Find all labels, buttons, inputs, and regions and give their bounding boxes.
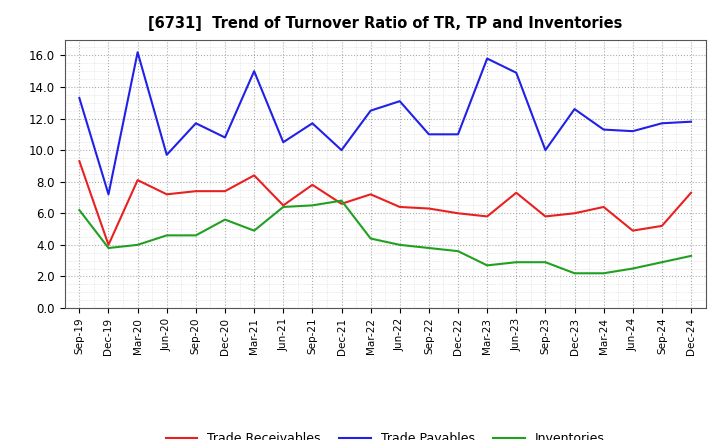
Inventories [133, 242, 142, 247]
Trade Receivables [395, 204, 404, 209]
Trade Payables [454, 132, 462, 137]
Inventories [629, 266, 637, 271]
Trade Payables [512, 70, 521, 75]
Inventories [512, 260, 521, 265]
Trade Receivables [250, 173, 258, 178]
Trade Receivables [75, 158, 84, 164]
Trade Payables [250, 69, 258, 74]
Trade Payables [687, 119, 696, 125]
Trade Receivables [629, 228, 637, 233]
Trade Receivables [425, 206, 433, 211]
Trade Receivables [512, 190, 521, 195]
Trade Receivables [308, 182, 317, 187]
Inventories [657, 260, 666, 265]
Trade Payables [192, 121, 200, 126]
Inventories [570, 271, 579, 276]
Trade Payables [657, 121, 666, 126]
Line: Trade Receivables: Trade Receivables [79, 161, 691, 245]
Inventories [395, 242, 404, 247]
Inventories [599, 271, 608, 276]
Inventories [279, 204, 287, 209]
Trade Payables [599, 127, 608, 132]
Inventories [687, 253, 696, 259]
Inventories [541, 260, 550, 265]
Inventories [454, 249, 462, 254]
Trade Receivables [163, 192, 171, 197]
Inventories [308, 203, 317, 208]
Trade Receivables [366, 192, 375, 197]
Trade Payables [163, 152, 171, 158]
Trade Payables [308, 121, 317, 126]
Trade Payables [570, 106, 579, 112]
Inventories [104, 246, 113, 251]
Trade Payables [75, 95, 84, 101]
Trade Payables [629, 128, 637, 134]
Trade Receivables [104, 242, 113, 247]
Trade Payables [541, 147, 550, 153]
Trade Receivables [541, 214, 550, 219]
Legend: Trade Receivables, Trade Payables, Inventories: Trade Receivables, Trade Payables, Inven… [161, 427, 610, 440]
Trade Payables [133, 50, 142, 55]
Trade Payables [395, 99, 404, 104]
Trade Receivables [657, 223, 666, 228]
Trade Receivables [279, 203, 287, 208]
Trade Receivables [483, 214, 492, 219]
Trade Payables [337, 147, 346, 153]
Trade Receivables [687, 190, 696, 195]
Line: Trade Payables: Trade Payables [79, 52, 691, 194]
Trade Receivables [337, 201, 346, 206]
Trade Receivables [570, 211, 579, 216]
Trade Receivables [192, 188, 200, 194]
Inventories [483, 263, 492, 268]
Trade Payables [279, 139, 287, 145]
Inventories [366, 236, 375, 241]
Trade Payables [425, 132, 433, 137]
Inventories [425, 246, 433, 251]
Trade Receivables [133, 177, 142, 183]
Trade Receivables [220, 188, 229, 194]
Inventories [75, 208, 84, 213]
Inventories [250, 228, 258, 233]
Trade Payables [366, 108, 375, 113]
Trade Payables [483, 56, 492, 61]
Trade Receivables [599, 204, 608, 209]
Inventories [192, 233, 200, 238]
Trade Payables [104, 192, 113, 197]
Inventories [163, 233, 171, 238]
Trade Payables [220, 135, 229, 140]
Title: [6731]  Trend of Turnover Ratio of TR, TP and Inventories: [6731] Trend of Turnover Ratio of TR, TP… [148, 16, 622, 32]
Line: Inventories: Inventories [79, 201, 691, 273]
Inventories [337, 198, 346, 203]
Inventories [220, 217, 229, 222]
Trade Receivables [454, 211, 462, 216]
